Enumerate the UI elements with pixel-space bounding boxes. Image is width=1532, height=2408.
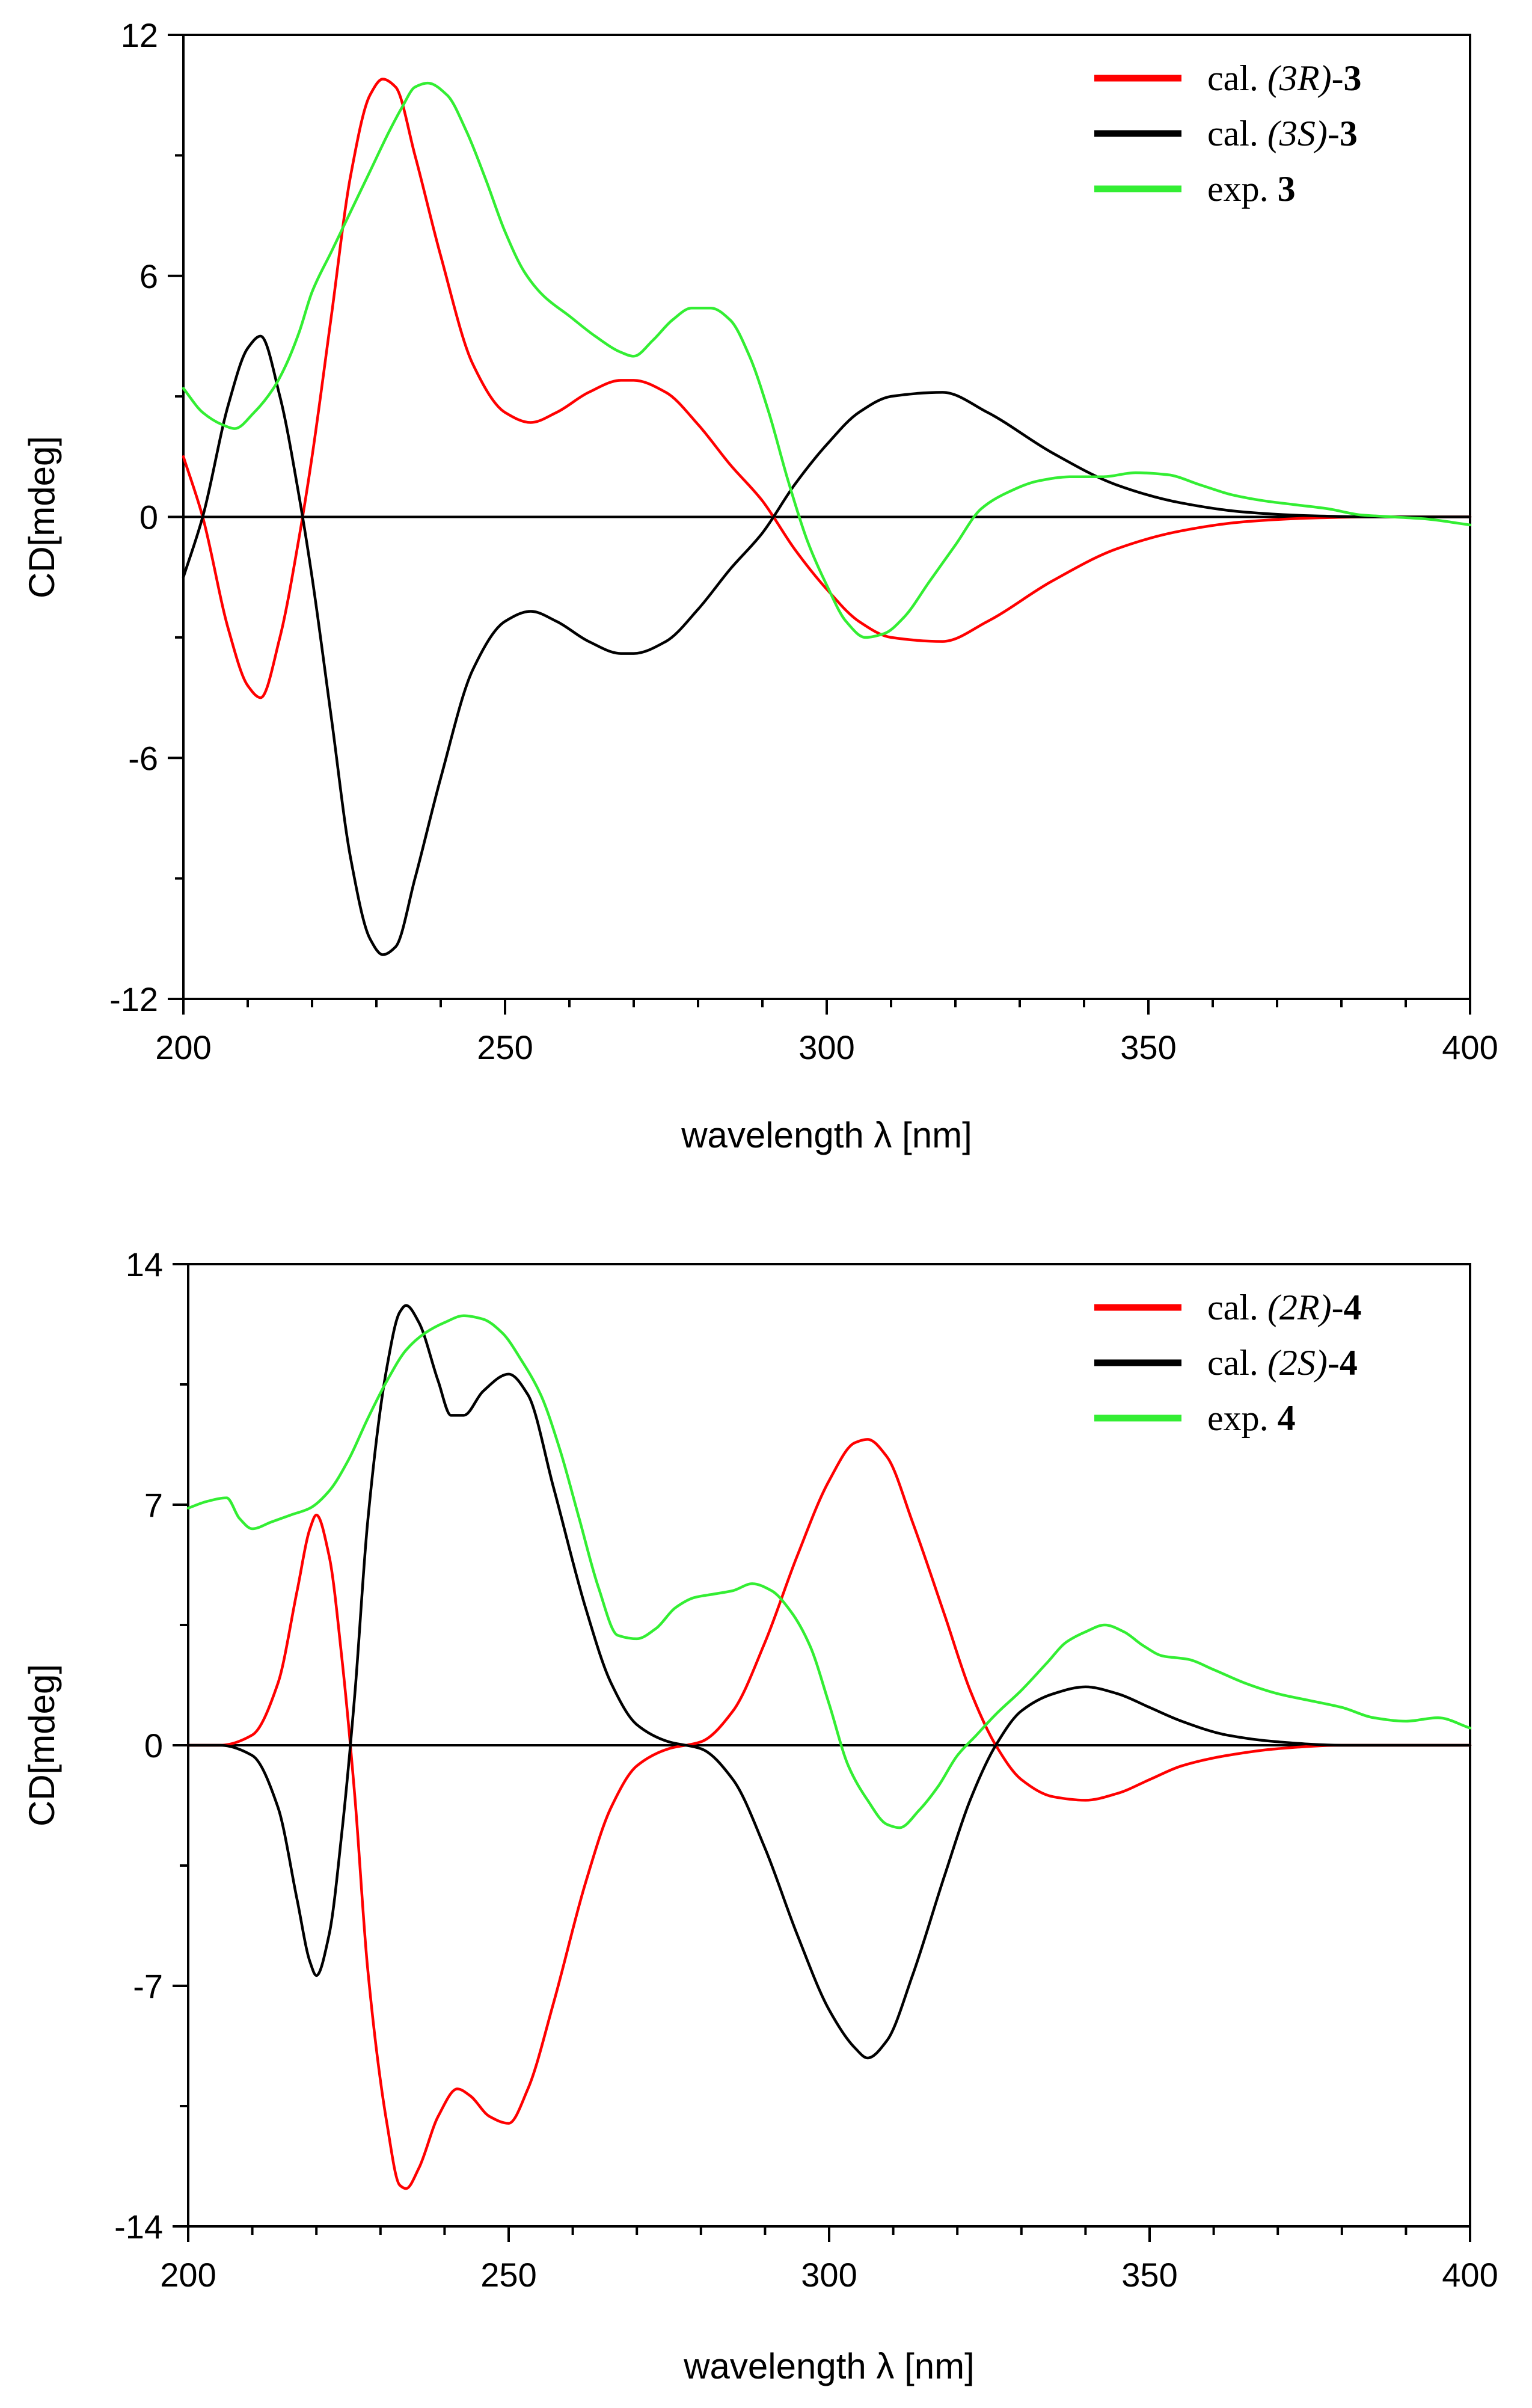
axis-ticks: 200 250 300 350 400 14 7 0 -7 -14 xyxy=(114,1245,1498,2294)
legend: cal. (3R)-3 cal. (3S)-3 exp. 3 xyxy=(1094,58,1362,209)
legend-label-cal-3r-3: cal. (3R)-3 xyxy=(1207,58,1362,98)
curve-cal-2r-4 xyxy=(186,1438,1472,2190)
y-tick-label: 14 xyxy=(126,1245,163,1283)
curve-exp-4 xyxy=(186,1314,1472,1829)
legend-label-exp-4: exp. 4 xyxy=(1207,1398,1296,1438)
x-tick-label: 400 xyxy=(1442,2256,1498,2294)
y-tick-label: -7 xyxy=(133,1967,163,2005)
y-tick-label: -12 xyxy=(109,980,158,1018)
y-tick-label: 12 xyxy=(121,16,158,54)
x-tick-label: 200 xyxy=(160,2256,216,2294)
legend-label-cal-3s-3: cal. (3S)-3 xyxy=(1207,114,1358,153)
curves xyxy=(182,78,1472,956)
y-tick-label: 0 xyxy=(139,499,158,536)
curve-exp-3 xyxy=(182,81,1472,639)
axis-ticks: 200 250 300 350 400 12 6 0 -6 -12 xyxy=(109,16,1498,1066)
y-tick-label: -6 xyxy=(128,739,158,777)
legend-label-cal-2s-4: cal. (2S)-4 xyxy=(1207,1343,1358,1383)
x-tick-label: 250 xyxy=(480,2256,536,2294)
y-tick-label: 7 xyxy=(144,1486,163,1524)
x-tick-label: 400 xyxy=(1442,1028,1498,1066)
legend-label-cal-2r-4: cal. (2R)-4 xyxy=(1207,1288,1362,1327)
curve-cal-3s-3 xyxy=(182,334,1472,956)
x-tick-label: 200 xyxy=(155,1028,211,1066)
curves xyxy=(186,1304,1472,2190)
x-tick-label: 300 xyxy=(801,2256,857,2294)
x-axis-title: wavelength λ [nm] xyxy=(683,2346,975,2386)
y-tick-label: 0 xyxy=(144,1727,163,1765)
curve-cal-2s-4 xyxy=(186,1304,1472,2060)
y-tick-label: 6 xyxy=(139,257,158,295)
y-axis-title: CD[mdeg] xyxy=(22,1664,62,1826)
y-axis-title: CD[mdeg] xyxy=(22,436,62,598)
x-axis-title: wavelength λ [nm] xyxy=(681,1115,972,1155)
x-tick-label: 300 xyxy=(798,1028,854,1066)
x-tick-label: 250 xyxy=(477,1028,533,1066)
y-tick-label: -14 xyxy=(114,2208,163,2246)
x-tick-label: 350 xyxy=(1121,2256,1177,2294)
x-tick-label: 350 xyxy=(1120,1028,1176,1066)
legend: cal. (2R)-4 cal. (2S)-4 exp. 4 xyxy=(1094,1288,1362,1438)
curve-cal-3r-3 xyxy=(182,78,1472,699)
legend-label-exp-3: exp. 3 xyxy=(1207,169,1296,209)
